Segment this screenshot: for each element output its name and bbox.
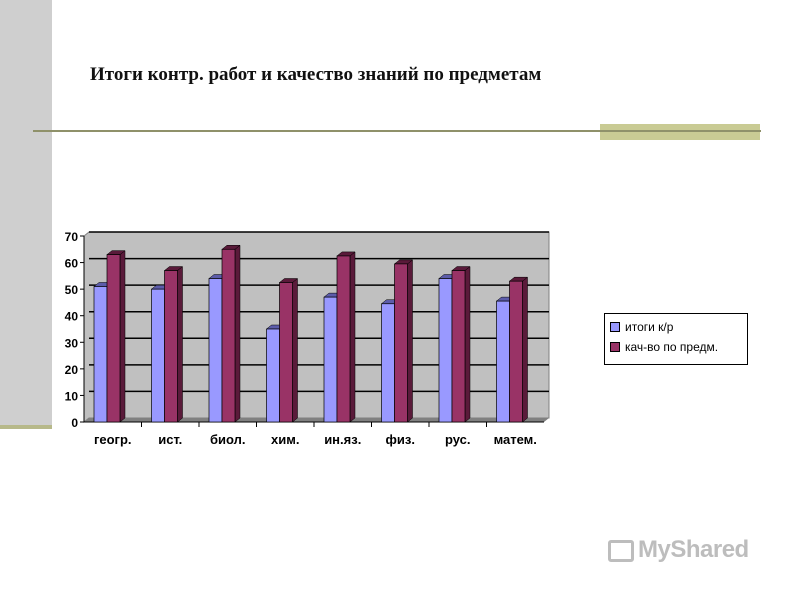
bar — [451, 270, 466, 423]
bar — [221, 248, 236, 423]
legend-label: кач-во по предм. — [625, 340, 719, 354]
bar-side — [407, 259, 413, 423]
watermark: MyShared — [608, 536, 749, 564]
legend-label: итоги к/р — [625, 320, 674, 334]
bar — [164, 270, 178, 423]
y-tick-label: 0 — [71, 416, 78, 430]
title-rule-accent — [600, 124, 760, 140]
legend: итоги к/р кач-во по предм. — [604, 313, 748, 365]
y-tick-label: 50 — [65, 283, 79, 297]
watermark-text: MyShared — [638, 536, 749, 563]
x-tick-label: ист. — [158, 432, 182, 447]
bar — [208, 278, 223, 423]
bar — [496, 300, 510, 423]
bar — [336, 255, 351, 423]
x-tick-label: ин.яз. — [324, 432, 361, 447]
chart-title: Итоги контр. работ и качество знаний по … — [90, 64, 542, 85]
y-tick-label: 60 — [65, 257, 79, 271]
y-tick-label: 40 — [65, 310, 79, 324]
x-tick-label: матем. — [494, 432, 537, 447]
y-tick-label: 70 — [65, 230, 79, 244]
bar — [266, 328, 280, 423]
x-tick-label: геогр. — [94, 432, 132, 447]
legend-swatch — [610, 342, 620, 352]
presentation-icon — [608, 539, 634, 562]
bar-side — [522, 276, 528, 423]
bar-side — [234, 244, 241, 423]
y-tick-label: 10 — [65, 389, 79, 403]
bar — [323, 296, 338, 423]
legend-item: кач-во по предм. — [610, 340, 747, 354]
bar — [509, 280, 523, 423]
bar — [381, 303, 395, 423]
legend-item: итоги к/р — [610, 320, 747, 334]
x-tick-label: физ. — [386, 432, 415, 447]
bar — [279, 282, 293, 423]
x-tick-label: биол. — [210, 432, 246, 447]
x-tick-label: рус. — [445, 432, 471, 447]
bar-side — [349, 251, 356, 423]
bar — [93, 286, 108, 423]
bar — [151, 288, 165, 423]
bar — [438, 278, 453, 423]
floor — [84, 418, 549, 422]
title-rule-line — [600, 130, 760, 132]
bar — [106, 254, 121, 423]
bar-side — [119, 250, 126, 423]
bar — [394, 263, 408, 423]
x-tick-label: хим. — [271, 432, 299, 447]
side-strip-accent — [0, 425, 52, 429]
y-tick-label: 30 — [65, 336, 79, 350]
bar-side — [292, 277, 298, 423]
bar-side — [177, 266, 183, 423]
bar-side — [464, 266, 471, 423]
title-rule — [33, 130, 761, 132]
side-strip — [0, 0, 52, 428]
legend-swatch — [610, 322, 620, 332]
y-tick-label: 20 — [65, 363, 79, 377]
